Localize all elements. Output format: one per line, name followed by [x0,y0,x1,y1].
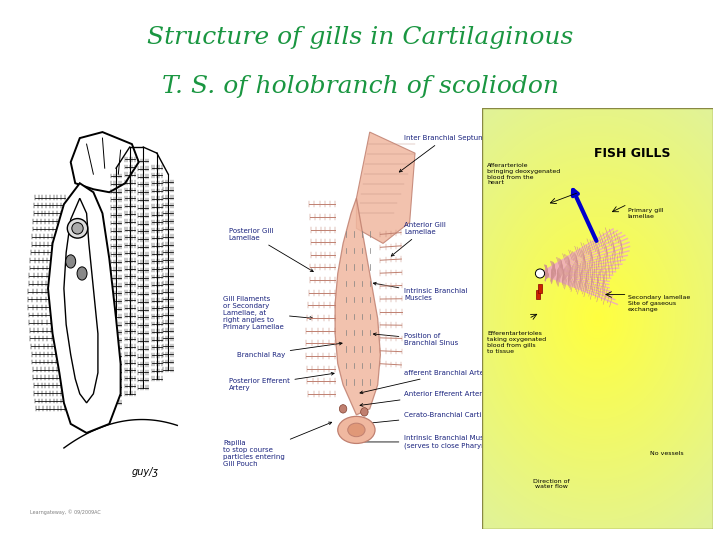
Bar [538,284,542,293]
Text: Gill Filaments
or Secondary
Lamellae, at
right angles to
Primary Lamellae: Gill Filaments or Secondary Lamellae, at… [223,295,312,329]
Polygon shape [48,183,121,433]
Text: Intrinsic Branchial Muscle
(serves to close Pharynx): Intrinsic Branchial Muscle (serves to cl… [355,435,494,449]
Circle shape [66,255,76,268]
Text: T. S. of holobranch of scoliodon: T. S. of holobranch of scoliodon [161,75,559,98]
Ellipse shape [536,269,544,278]
Text: Learngateway, © 09/2009AC: Learngateway, © 09/2009AC [30,510,101,515]
Bar [536,290,539,299]
Text: FISH GILLS: FISH GILLS [594,147,670,160]
Circle shape [361,408,368,416]
Text: Branchial Ray: Branchial Ray [236,342,342,357]
Text: Efferentarterioles
taking oxygenated
blood from gills
to tissue: Efferentarterioles taking oxygenated blo… [487,332,546,354]
Text: Posterior Gill
Lamellae: Posterior Gill Lamellae [228,228,313,272]
Ellipse shape [67,219,88,238]
Ellipse shape [348,423,365,437]
Text: Inter Branchial Septum: Inter Branchial Septum [400,135,485,172]
Ellipse shape [72,222,84,234]
Text: Intrinsic Branchial
Muscles: Intrinsic Branchial Muscles [374,282,468,301]
Text: Anterior Efferent Artery: Anterior Efferent Artery [360,391,487,407]
Ellipse shape [338,416,375,443]
Text: Cerato-Branchial Cartilage: Cerato-Branchial Cartilage [366,412,497,424]
Circle shape [77,267,87,280]
Polygon shape [64,198,98,403]
Text: Afferarteriole
bringing deoxygenated
blood from the
heart: Afferarteriole bringing deoxygenated blo… [487,163,560,185]
Polygon shape [356,132,415,244]
Text: Position of
Branchial Sinus: Position of Branchial Sinus [374,333,459,346]
Text: Anterior Gill
Lamellae: Anterior Gill Lamellae [391,222,446,256]
Text: Direction of
water flow: Direction of water flow [534,478,570,489]
Text: Structure of gills in Cartilaginous: Structure of gills in Cartilaginous [147,26,573,49]
Text: afferent Branchial Artery: afferent Branchial Artery [360,370,491,394]
Text: Papilla
to stop course
particles entering
Gill Pouch: Papilla to stop course particles enterin… [223,422,332,468]
Text: guy/ʒ: guy/ʒ [132,467,159,477]
Text: Posterior Efferent
Artery: Posterior Efferent Artery [228,373,334,392]
Text: Secondary lamellae
Site of gaseous
exchange: Secondary lamellae Site of gaseous excha… [628,295,690,312]
Text: Primary gill
lamellae: Primary gill lamellae [628,208,663,219]
Circle shape [339,404,347,413]
Text: No vessels: No vessels [650,451,683,456]
Polygon shape [335,198,380,415]
